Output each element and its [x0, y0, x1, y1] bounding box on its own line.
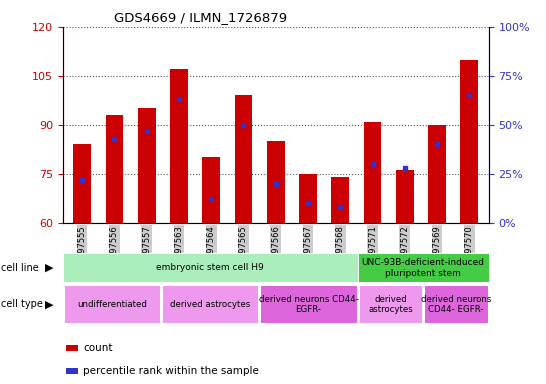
Bar	[331, 177, 349, 223]
Bar	[358, 253, 489, 282]
Bar	[105, 115, 123, 223]
Bar	[267, 141, 284, 223]
Text: GDS4669 / ILMN_1726879: GDS4669 / ILMN_1726879	[114, 11, 287, 24]
Text: ▶: ▶	[45, 299, 54, 310]
Bar	[64, 285, 160, 323]
Text: cell type: cell type	[1, 299, 43, 310]
Bar	[364, 122, 382, 223]
Bar	[235, 96, 252, 223]
Bar	[428, 125, 446, 223]
Bar	[63, 253, 358, 282]
Text: derived astrocytes: derived astrocytes	[170, 300, 250, 309]
Bar	[396, 170, 414, 223]
Bar	[203, 157, 220, 223]
Text: derived
astrocytes: derived astrocytes	[368, 295, 413, 314]
Text: cell line: cell line	[1, 263, 39, 273]
Text: percentile rank within the sample: percentile rank within the sample	[83, 366, 259, 376]
Bar	[260, 285, 357, 323]
Bar	[299, 174, 317, 223]
Bar	[162, 285, 258, 323]
Bar	[138, 109, 156, 223]
Text: derived neurons
CD44- EGFR-: derived neurons CD44- EGFR-	[421, 295, 491, 314]
Text: count: count	[83, 343, 112, 353]
Bar	[73, 144, 91, 223]
Text: undifferentiated: undifferentiated	[77, 300, 147, 309]
Text: ▶: ▶	[45, 263, 54, 273]
Bar	[424, 285, 488, 323]
Text: embryonic stem cell H9: embryonic stem cell H9	[156, 263, 264, 272]
Bar	[460, 60, 478, 223]
Bar	[170, 70, 188, 223]
Text: derived neurons CD44-
EGFR-: derived neurons CD44- EGFR-	[259, 295, 358, 314]
Text: UNC-93B-deficient-induced
pluripotent stem: UNC-93B-deficient-induced pluripotent st…	[361, 258, 485, 278]
Bar	[359, 285, 422, 323]
